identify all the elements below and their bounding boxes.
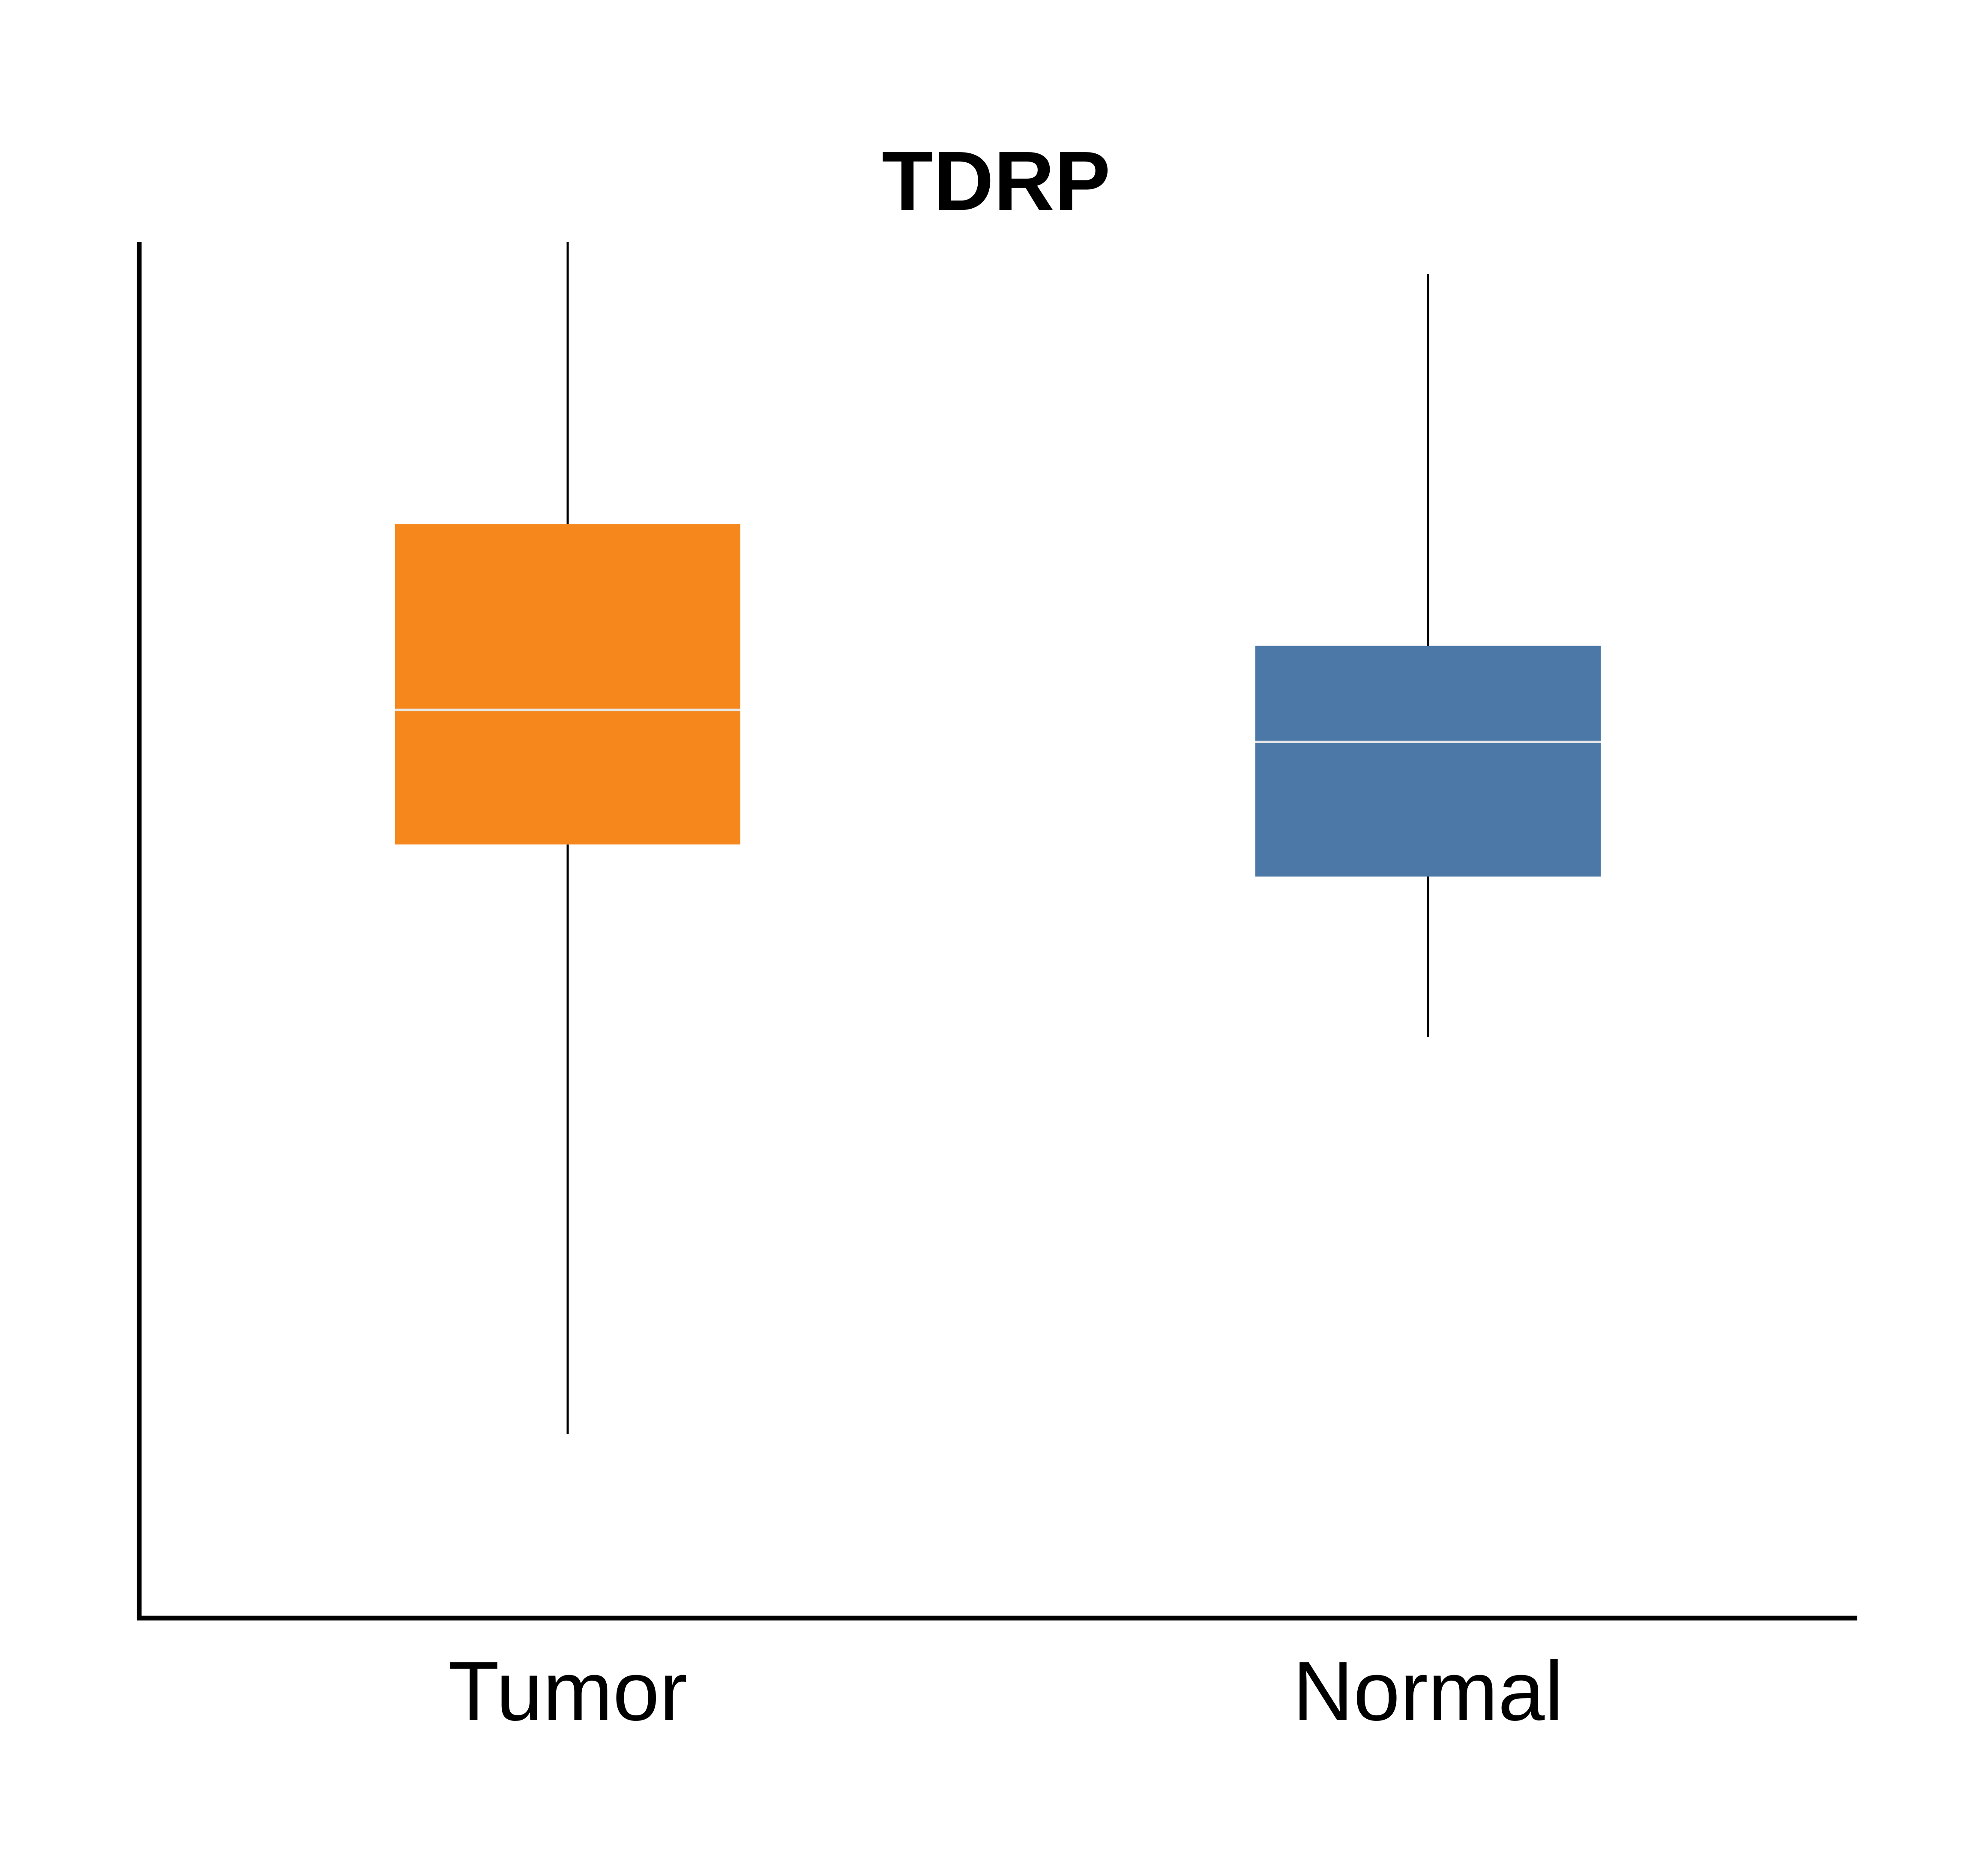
x-tick-label-normal: Normal: [1293, 1644, 1563, 1738]
boxes-layer: [395, 242, 1601, 1434]
box-tumor: [395, 524, 740, 845]
x-tick-labels: Tumor Normal: [448, 1644, 1563, 1738]
box-group-normal: [1255, 274, 1601, 1037]
x-tick-label-tumor: Tumor: [448, 1644, 687, 1738]
box-normal: [1255, 646, 1601, 877]
chart-title: TDRP: [882, 134, 1111, 228]
box-group-tumor: [395, 242, 740, 1434]
